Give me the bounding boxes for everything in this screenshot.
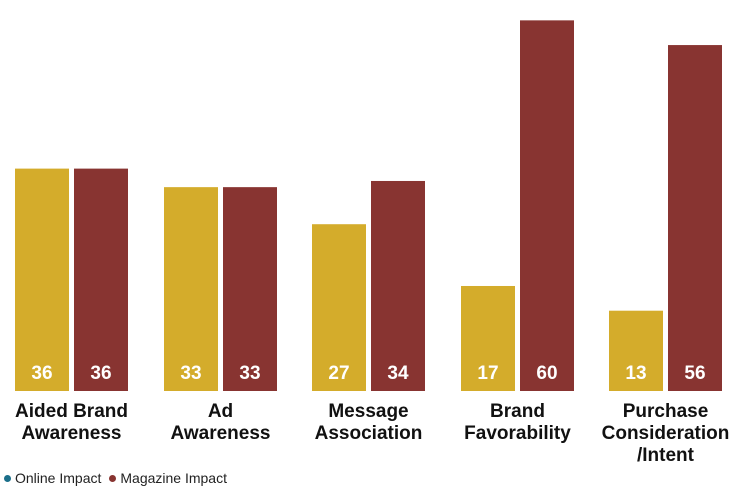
- data-label-online-1: 33: [180, 363, 201, 384]
- category-label-line: Favorability: [464, 423, 571, 444]
- bar-online-4: [609, 310, 663, 391]
- legend-dot-online-icon: [4, 474, 11, 482]
- legend-label-magazine: Magazine Impact: [120, 470, 227, 486]
- data-label-magazine-0: 36: [90, 363, 111, 384]
- category-label-line: Brand: [490, 401, 545, 422]
- category-label-4: Purchase Consideration/Intent: [602, 401, 730, 466]
- bar-online-2: [312, 224, 366, 391]
- category-label-2: Message Association: [315, 401, 423, 444]
- data-label-online-3: 17: [477, 363, 498, 384]
- data-label-online-4: 13: [625, 363, 646, 384]
- data-label-online-2: 27: [328, 363, 349, 384]
- category-label-line: Message: [328, 401, 408, 422]
- category-label-line: Consideration: [602, 423, 730, 444]
- legend-item-magazine: Magazine Impact: [109, 470, 227, 486]
- category-label-line: Aided Brand: [15, 401, 128, 422]
- bar-magazine-3: [520, 20, 574, 392]
- category-label-3: Brand Favorability: [464, 401, 571, 444]
- data-label-magazine-3: 60: [536, 363, 557, 384]
- legend-item-online: Online Impact: [4, 470, 101, 486]
- legend-dot-magazine-icon: [109, 474, 117, 482]
- data-label-magazine-2: 34: [387, 363, 409, 384]
- data-label-magazine-4: 56: [684, 363, 705, 384]
- category-label-1: Ad Awareness: [171, 401, 271, 444]
- category-label-0: Aided Brand Awareness: [15, 401, 128, 444]
- category-label-line: /Intent: [637, 445, 695, 466]
- bar-magazine-0: [74, 168, 128, 391]
- category-label-line: Purchase: [623, 401, 709, 422]
- bar-online-0: [15, 168, 69, 391]
- bar-magazine-2: [371, 180, 425, 391]
- data-label-online-0: 36: [31, 363, 52, 384]
- legend: Online Impact Magazine Impact: [4, 470, 231, 486]
- category-label-line: Ad: [208, 401, 233, 422]
- category-label-line: Awareness: [171, 423, 271, 444]
- bar-online-3: [461, 285, 515, 391]
- bar-online-1: [164, 187, 218, 391]
- legend-label-online: Online Impact: [15, 470, 102, 486]
- category-label-line: Awareness: [22, 423, 122, 444]
- bar-magazine-1: [223, 187, 277, 391]
- category-label-line: Association: [315, 423, 423, 444]
- data-label-magazine-1: 33: [239, 363, 260, 384]
- bar-magazine-4: [668, 45, 722, 392]
